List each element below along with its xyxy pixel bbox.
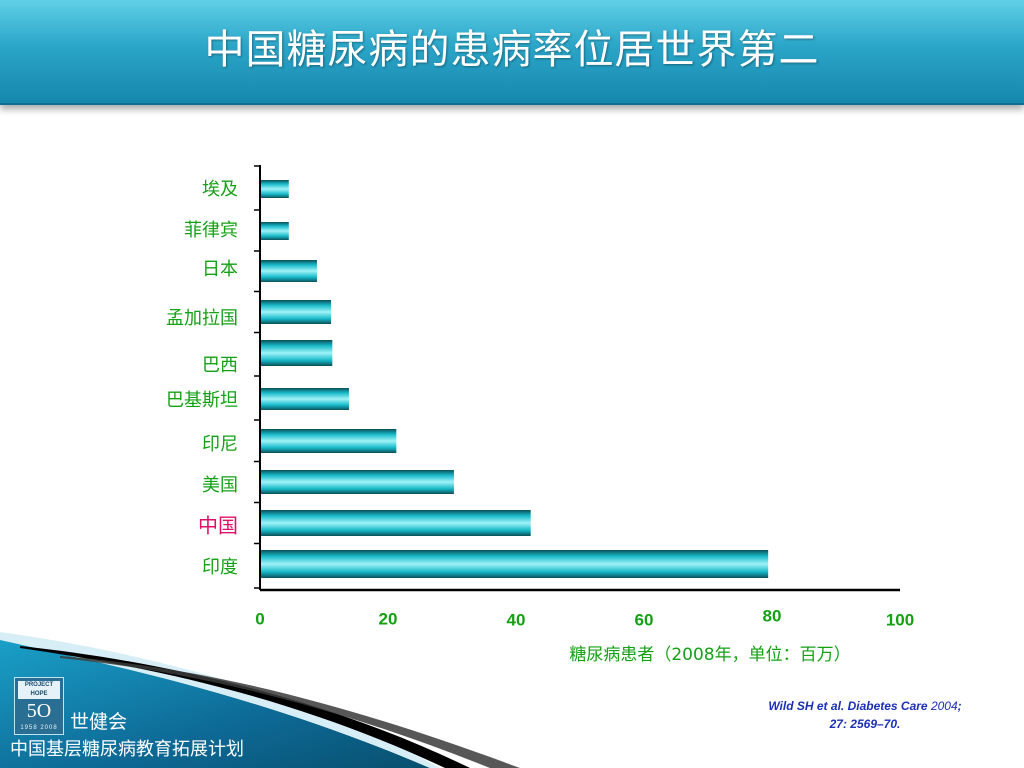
x-tick-label: 80 bbox=[763, 606, 782, 625]
category-label: 印尼 bbox=[202, 434, 238, 455]
category-label: 埃及 bbox=[202, 179, 238, 200]
bar-印度 bbox=[260, 550, 769, 578]
logo-number: 5O bbox=[26, 700, 52, 722]
category-label: 印度 bbox=[202, 557, 238, 578]
bar-菲律宾 bbox=[260, 222, 289, 240]
category-label: 孟加拉国 bbox=[166, 308, 238, 329]
bar-巴西 bbox=[260, 340, 333, 366]
category-label: 巴基斯坦 bbox=[166, 390, 238, 411]
citation-main-line: Wild SH et al. Diabetes Care 2004; bbox=[700, 697, 1024, 715]
x-tick-label: 0 bbox=[255, 609, 264, 628]
title-bar: 中国糖尿病的患病率位居世界第二 bbox=[0, 0, 1024, 105]
logo-years: 1958 2008 bbox=[20, 725, 58, 731]
bar-印尼 bbox=[260, 429, 397, 453]
slide-title: 中国糖尿病的患病率位居世界第二 bbox=[204, 27, 820, 73]
bar-埃及 bbox=[260, 180, 289, 198]
citation-year: 2004 bbox=[930, 699, 958, 713]
citation-source: Wild SH et al. Diabetes Care bbox=[768, 699, 928, 713]
category-label: 菲律宾 bbox=[184, 220, 238, 241]
x-tick-label: 40 bbox=[507, 610, 526, 629]
bar-中国 bbox=[260, 510, 531, 536]
org-subtitle: 中国基层糖尿病教育拓展计划 bbox=[10, 739, 244, 760]
category-label: 中国 bbox=[198, 514, 238, 538]
citation: Wild SH et al. Diabetes Care 2004; 27: 2… bbox=[700, 697, 1024, 733]
citation-pages: 27: 2569–70. bbox=[829, 717, 901, 731]
category-label: 美国 bbox=[202, 475, 238, 496]
bar-巴基斯坦 bbox=[260, 388, 349, 410]
logo-top-text: PROJECT HOPE bbox=[18, 681, 60, 699]
org-name: 世健会 bbox=[70, 711, 128, 733]
bar-日本 bbox=[260, 260, 317, 282]
category-label: 日本 bbox=[202, 259, 238, 280]
bar-孟加拉国 bbox=[260, 300, 332, 324]
category-label: 巴西 bbox=[202, 355, 238, 376]
citation-separator: ; bbox=[957, 699, 962, 713]
x-tick-label: 60 bbox=[635, 610, 654, 629]
bar-美国 bbox=[260, 470, 454, 494]
x-axis-title: 糖尿病患者（2008年，单位：百万） bbox=[569, 645, 850, 665]
x-tick-label: 20 bbox=[379, 609, 398, 628]
project-hope-logo: PROJECT HOPE 5O 1958 2008 bbox=[14, 677, 64, 735]
x-tick-label: 100 bbox=[886, 610, 914, 629]
